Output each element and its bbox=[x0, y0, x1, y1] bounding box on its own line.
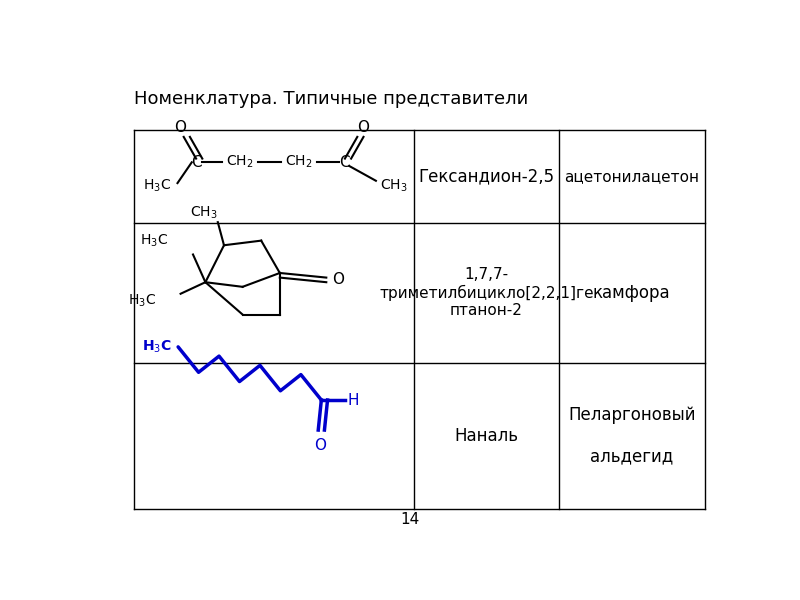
Text: O: O bbox=[358, 119, 370, 134]
Text: Гександион-2,5: Гександион-2,5 bbox=[418, 167, 554, 185]
Text: O: O bbox=[314, 439, 326, 454]
Text: 1,7,7-
триметилбицикло[2,2,1]ге
птанон-2: 1,7,7- триметилбицикло[2,2,1]ге птанон-2 bbox=[379, 267, 594, 318]
Text: Наналь: Наналь bbox=[454, 427, 518, 445]
Text: камфора: камфора bbox=[593, 284, 670, 302]
Text: CH$_3$: CH$_3$ bbox=[380, 177, 408, 194]
Text: H$_3$C: H$_3$C bbox=[140, 232, 168, 249]
Text: C: C bbox=[339, 155, 350, 170]
Text: H$_3$C: H$_3$C bbox=[142, 338, 172, 355]
Text: Номенклатура. Типичные представители: Номенклатура. Типичные представители bbox=[134, 91, 528, 109]
Text: CH$_2$: CH$_2$ bbox=[285, 154, 312, 170]
Text: H$_3$C: H$_3$C bbox=[143, 177, 171, 194]
Text: Пеларгоновый

альдегид: Пеларгоновый альдегид bbox=[568, 406, 695, 466]
Text: CH$_2$: CH$_2$ bbox=[226, 154, 254, 170]
Text: O: O bbox=[174, 119, 186, 134]
Text: C: C bbox=[190, 155, 202, 170]
Text: H$_3$C: H$_3$C bbox=[128, 292, 156, 309]
Text: ацетонилацетон: ацетонилацетон bbox=[564, 169, 699, 184]
Text: O: O bbox=[333, 272, 345, 287]
Text: CH$_3$: CH$_3$ bbox=[190, 205, 218, 221]
Text: 14: 14 bbox=[400, 512, 420, 527]
Text: H: H bbox=[347, 392, 359, 407]
